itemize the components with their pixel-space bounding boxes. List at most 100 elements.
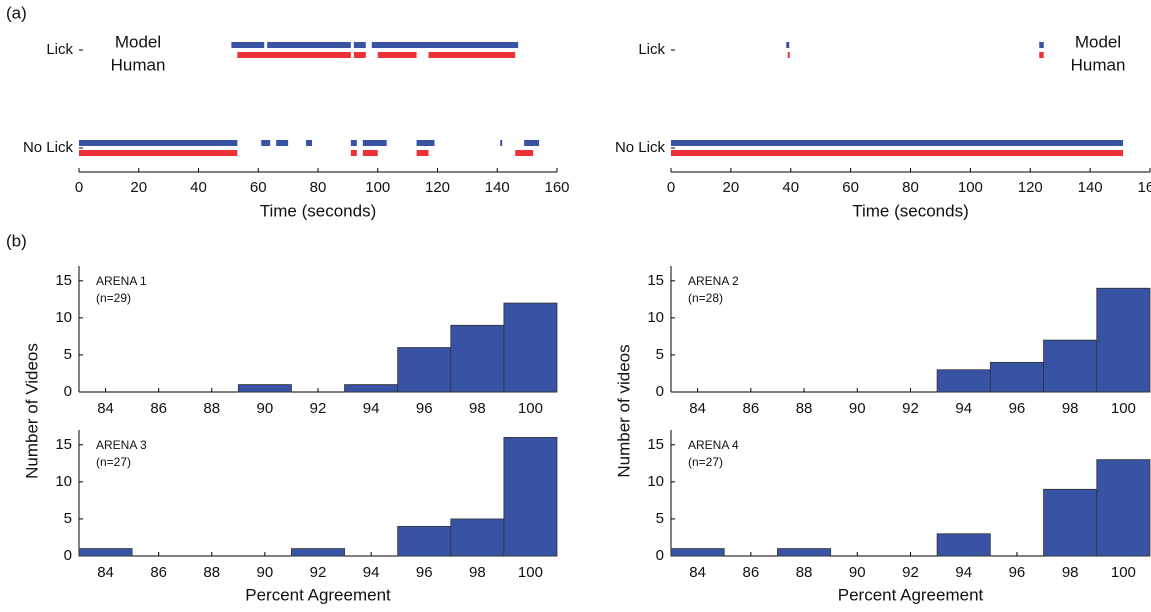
x-tick-label: 98 bbox=[1062, 564, 1079, 581]
x-tick-label: 40 bbox=[190, 179, 207, 196]
bar bbox=[936, 533, 991, 557]
interval bbox=[261, 140, 271, 146]
bar bbox=[78, 548, 133, 557]
bar bbox=[503, 302, 558, 393]
interval bbox=[787, 52, 790, 58]
y-tick-label: 0 bbox=[64, 547, 72, 564]
legend-entry: Model bbox=[1075, 32, 1121, 51]
x-tick-label: 96 bbox=[1009, 400, 1026, 417]
x-tick-label: 90 bbox=[849, 564, 866, 581]
x-axis-label: Percent Agreement bbox=[245, 585, 391, 604]
y-tick-label: 10 bbox=[647, 473, 664, 490]
y-tick-label: 10 bbox=[647, 309, 664, 326]
bar bbox=[1096, 459, 1151, 557]
interval bbox=[362, 150, 378, 156]
bar bbox=[1096, 287, 1151, 393]
x-tick-label: 90 bbox=[849, 400, 866, 417]
x-tick-label: 100 bbox=[365, 179, 390, 196]
x-tick-label: 0 bbox=[75, 179, 83, 196]
x-tick-label: 86 bbox=[150, 400, 167, 417]
y-tick-label: 5 bbox=[64, 510, 72, 527]
interval bbox=[515, 150, 534, 156]
annotation: ARENA 4 bbox=[688, 438, 739, 452]
x-axis-label: Time (seconds) bbox=[852, 201, 969, 220]
interval bbox=[416, 150, 429, 156]
x-tick-label: 84 bbox=[689, 564, 706, 581]
bar bbox=[450, 518, 505, 557]
x-tick-label: 60 bbox=[250, 179, 267, 196]
x-tick-label: 100 bbox=[1111, 400, 1136, 417]
x-tick-label: 94 bbox=[363, 564, 380, 581]
annotation: ARENA 2 bbox=[688, 274, 739, 288]
y-tick-label: 15 bbox=[55, 272, 72, 289]
x-tick-label: 100 bbox=[518, 400, 543, 417]
x-tick-label: 98 bbox=[1062, 400, 1079, 417]
interval bbox=[306, 140, 313, 146]
x-tick-label: 20 bbox=[723, 179, 740, 196]
x-tick-label: 84 bbox=[689, 400, 706, 417]
interval bbox=[524, 140, 540, 146]
x-tick-label: 100 bbox=[958, 179, 983, 196]
annotation: ARENA 1 bbox=[96, 274, 147, 288]
x-tick-label: 92 bbox=[902, 564, 919, 581]
x-tick-label: 60 bbox=[842, 179, 859, 196]
x-tick-label: 0 bbox=[667, 179, 675, 196]
x-tick-label: 88 bbox=[796, 400, 813, 417]
x-tick-label: 94 bbox=[955, 400, 972, 417]
y-tick-label: 5 bbox=[656, 510, 664, 527]
y-tick-label: 15 bbox=[55, 436, 72, 453]
y-tick-label: No Lick bbox=[615, 139, 666, 156]
legend-entry: Model bbox=[115, 32, 161, 51]
bar bbox=[344, 384, 399, 393]
x-tick-label: 120 bbox=[1018, 179, 1043, 196]
x-tick-label: 140 bbox=[485, 179, 510, 196]
bar bbox=[1043, 488, 1098, 557]
x-tick-label: 84 bbox=[97, 564, 114, 581]
y-tick-label: 0 bbox=[64, 383, 72, 400]
bar bbox=[1043, 339, 1098, 393]
x-tick-label: 88 bbox=[796, 564, 813, 581]
x-tick-label: 120 bbox=[425, 179, 450, 196]
bar bbox=[670, 548, 725, 557]
y-tick-label: 0 bbox=[656, 547, 664, 564]
y-tick-label: 5 bbox=[656, 346, 664, 363]
interval bbox=[786, 42, 790, 48]
x-tick-label: 160 bbox=[544, 179, 569, 196]
interval bbox=[350, 150, 357, 156]
y-tick-label: 10 bbox=[55, 473, 72, 490]
x-tick-label: 94 bbox=[363, 400, 380, 417]
x-tick-label: 92 bbox=[310, 564, 327, 581]
x-tick-label: 88 bbox=[203, 564, 220, 581]
x-tick-label: 86 bbox=[150, 564, 167, 581]
x-tick-label: 96 bbox=[416, 564, 433, 581]
annotation: (n=28) bbox=[688, 291, 723, 305]
interval bbox=[267, 42, 351, 48]
interval bbox=[231, 42, 265, 48]
y-tick-label: No Lick bbox=[23, 139, 74, 156]
x-tick-label: 90 bbox=[257, 400, 274, 417]
x-tick-label: 96 bbox=[416, 400, 433, 417]
x-tick-label: 80 bbox=[902, 179, 919, 196]
x-tick-label: 90 bbox=[257, 564, 274, 581]
bar bbox=[503, 437, 558, 557]
x-tick-label: 98 bbox=[469, 400, 486, 417]
interval bbox=[671, 140, 1124, 146]
bar bbox=[397, 525, 452, 557]
x-tick-label: 140 bbox=[1078, 179, 1103, 196]
y-tick-label: Lick bbox=[638, 41, 665, 58]
legend-entry: Human bbox=[1071, 55, 1126, 74]
x-tick-label: 20 bbox=[130, 179, 147, 196]
bar bbox=[989, 361, 1044, 393]
y-tick-label: 15 bbox=[647, 272, 664, 289]
x-tick-label: 40 bbox=[782, 179, 799, 196]
interval bbox=[276, 140, 289, 146]
y-tick-label: Lick bbox=[46, 41, 73, 58]
interval bbox=[377, 52, 417, 58]
bar bbox=[777, 548, 832, 557]
bar bbox=[397, 347, 452, 393]
x-tick-label: 86 bbox=[742, 564, 759, 581]
x-tick-label: 98 bbox=[469, 564, 486, 581]
interval bbox=[353, 42, 366, 48]
y-tick-label: 10 bbox=[55, 309, 72, 326]
